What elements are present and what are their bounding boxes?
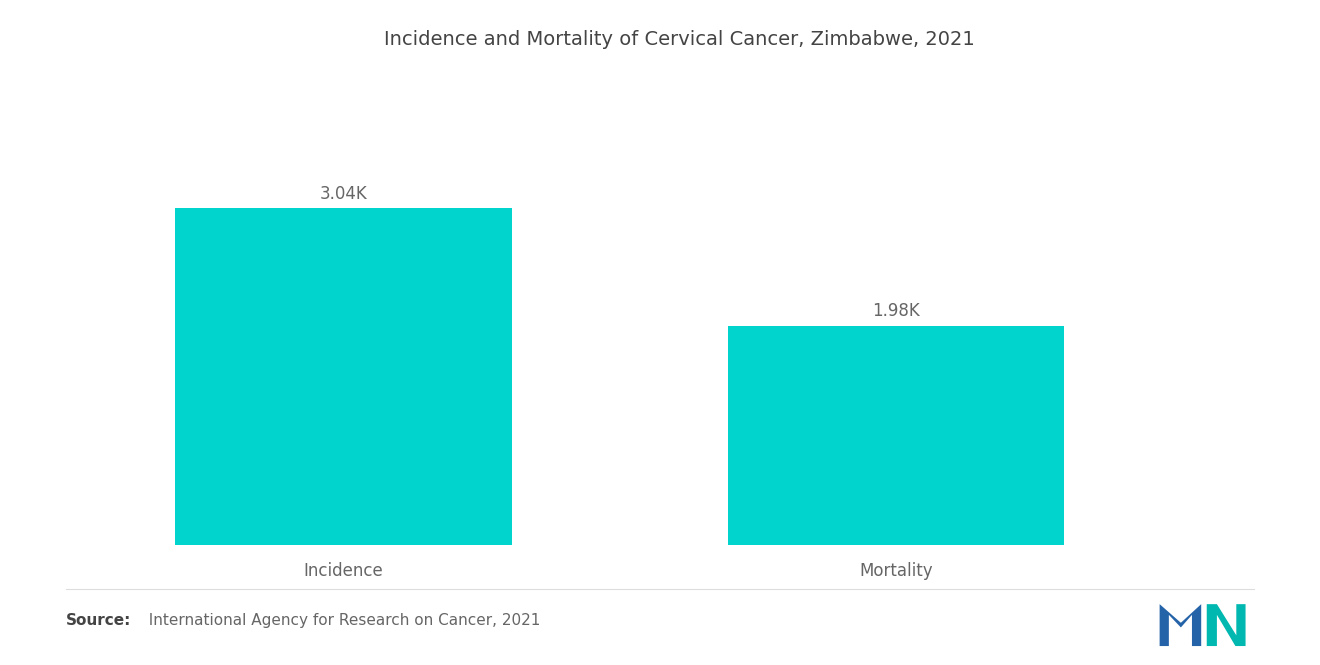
Title: Incidence and Mortality of Cervical Cancer, Zimbabwe, 2021: Incidence and Mortality of Cervical Canc… (384, 30, 975, 49)
Text: 1.98K: 1.98K (873, 303, 920, 321)
Text: International Agency for Research on Cancer, 2021: International Agency for Research on Can… (139, 613, 540, 628)
Polygon shape (1206, 604, 1246, 646)
Bar (176, 208, 512, 545)
Text: Source:: Source: (66, 613, 132, 628)
Polygon shape (1159, 604, 1201, 646)
Bar (727, 326, 1064, 545)
Text: 3.04K: 3.04K (319, 185, 367, 203)
